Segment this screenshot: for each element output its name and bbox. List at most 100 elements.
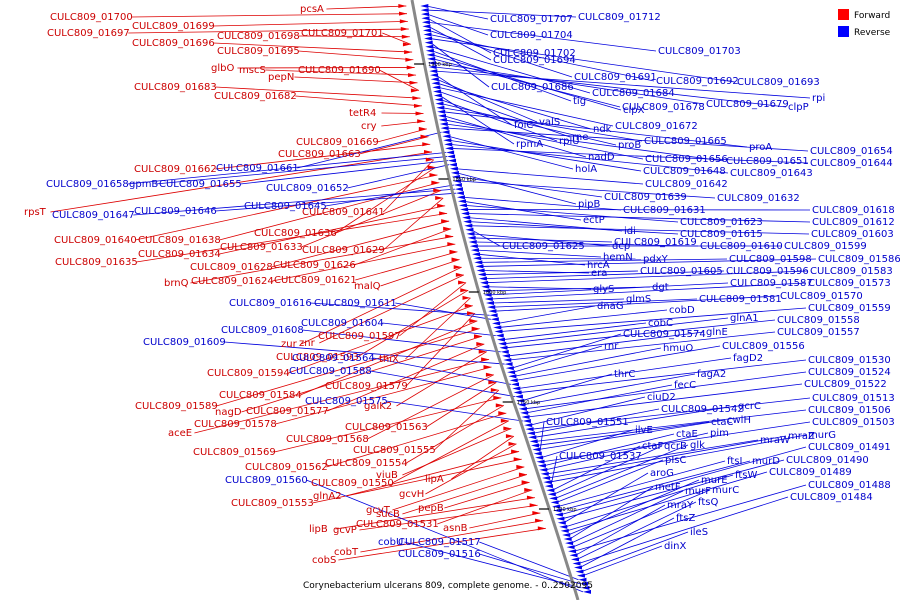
- forward-gene-label: CULC809_01628: [190, 262, 273, 273]
- reverse-feature: [422, 24, 431, 29]
- reverse-gene-label: CULC809_01513: [812, 393, 895, 404]
- forward-gene-label: gcvP: [333, 525, 357, 536]
- reverse-feature: [432, 85, 441, 90]
- forward-feature: [443, 226, 452, 231]
- reverse-connector: [538, 419, 726, 450]
- reverse-gene-label: CULC809_01644: [810, 158, 893, 169]
- reverse-feature: [438, 117, 447, 122]
- forward-connector: [426, 382, 497, 428]
- forward-gene-label: CULC809_01553: [231, 498, 314, 509]
- reverse-feature: [454, 187, 463, 192]
- reverse-gene-label: CULC809_01558: [777, 315, 860, 326]
- forward-feature: [500, 418, 509, 423]
- forward-connector: [444, 481, 530, 509]
- reverse-gene-label: murD: [752, 456, 780, 467]
- forward-feature: [413, 103, 422, 108]
- forward-feature: [490, 388, 499, 393]
- reverse-gene-label: CULC809_01516: [398, 549, 481, 560]
- forward-feature: [467, 311, 476, 316]
- reverse-feature: [446, 150, 455, 155]
- reverse-feature: [512, 386, 521, 391]
- reverse-connector: [518, 357, 732, 389]
- forward-connector: [345, 451, 520, 497]
- forward-feature: [420, 134, 429, 139]
- reverse-connector: [435, 70, 811, 99]
- forward-feature: [409, 80, 418, 85]
- reverse-connector: [438, 91, 571, 138]
- forward-connector: [335, 166, 436, 234]
- reverse-feature: [459, 203, 468, 208]
- reverse-connector: [570, 490, 684, 544]
- reverse-gene-label: hmuO: [663, 343, 693, 354]
- forward-connector: [301, 266, 462, 345]
- reverse-feature: [520, 410, 529, 415]
- reverse-gene-label: CULC809_01599: [784, 241, 867, 252]
- forward-gene-label: thiX: [379, 354, 399, 365]
- forward-feature: [417, 119, 426, 124]
- reverse-gene-label: CULC809_01707: [490, 14, 573, 25]
- forward-gene-label: malQ: [354, 281, 381, 292]
- reverse-feature: [443, 138, 452, 143]
- forward-feature: [469, 318, 478, 323]
- forward-gene-label: CULC809_01635: [55, 257, 138, 268]
- reverse-connector: [543, 433, 675, 467]
- reverse-connector: [426, 13, 489, 36]
- reverse-connector: [435, 74, 513, 126]
- reverse-connector: [514, 347, 662, 377]
- reverse-connector: [463, 200, 582, 221]
- reverse-connector: [524, 371, 807, 410]
- reverse-connector: [445, 123, 725, 162]
- reverse-gene-label: CULC809_01646: [134, 206, 217, 217]
- genome-backbone: [410, 0, 580, 600]
- reverse-feature: [442, 134, 451, 139]
- reverse-connector: [432, 54, 622, 111]
- reverse-connector: [550, 455, 558, 487]
- reverse-gene-label: metF: [655, 482, 681, 493]
- reverse-feature: [439, 122, 448, 126]
- reverse-feature: [532, 447, 541, 452]
- reverse-feature: [424, 40, 433, 45]
- reverse-feature: [433, 93, 442, 98]
- reverse-connector: [462, 196, 622, 211]
- reverse-feature: [448, 162, 457, 167]
- reverse-connector: [523, 373, 696, 406]
- reverse-gene-label: CULC809_01691: [574, 72, 657, 83]
- forward-connector: [357, 289, 469, 358]
- reverse-gene-label: CULC809_01573: [808, 278, 891, 289]
- reverse-feature: [535, 455, 544, 460]
- reverse-gene-label: ciuD2: [647, 392, 676, 403]
- forward-gene-label: CULC809_01629: [302, 245, 385, 256]
- reverse-gene-label: holA: [575, 164, 597, 175]
- forward-feature: [488, 380, 497, 385]
- reverse-feature: [553, 508, 562, 513]
- reverse-gene-label: pipB: [578, 199, 600, 210]
- reverse-feature: [511, 382, 520, 387]
- reverse-connector: [527, 383, 803, 418]
- forward-feature: [410, 88, 419, 93]
- forward-feature: [445, 234, 454, 239]
- reverse-feature: [429, 69, 438, 74]
- reverse-connector: [532, 408, 660, 434]
- forward-gene-label: cobS: [312, 555, 336, 566]
- forward-connector: [392, 420, 510, 484]
- reverse-connector: [489, 282, 729, 296]
- reverse-connector: [474, 241, 699, 247]
- forward-gene-label: pepB: [418, 503, 444, 514]
- reverse-feature: [502, 353, 511, 358]
- forward-gene-label: nagD: [215, 407, 242, 418]
- reverse-gene-label: CULC809_01703: [658, 46, 741, 57]
- forward-connector: [425, 443, 517, 495]
- forward-gene-label: aceE: [168, 428, 192, 439]
- reverse-feature: [521, 414, 530, 419]
- forward-connector: [377, 128, 427, 143]
- reverse-feature: [562, 532, 571, 537]
- reverse-connector: [582, 545, 663, 577]
- reverse-connector: [531, 397, 811, 430]
- forward-feature: [400, 27, 409, 32]
- reverse-gene-label: dcp: [612, 241, 630, 252]
- forward-feature: [529, 503, 538, 508]
- reverse-gene-label: CULC809_01623: [680, 217, 763, 228]
- reverse-connector: [404, 541, 582, 589]
- reverse-gene-label: CULC809_01639: [604, 192, 687, 203]
